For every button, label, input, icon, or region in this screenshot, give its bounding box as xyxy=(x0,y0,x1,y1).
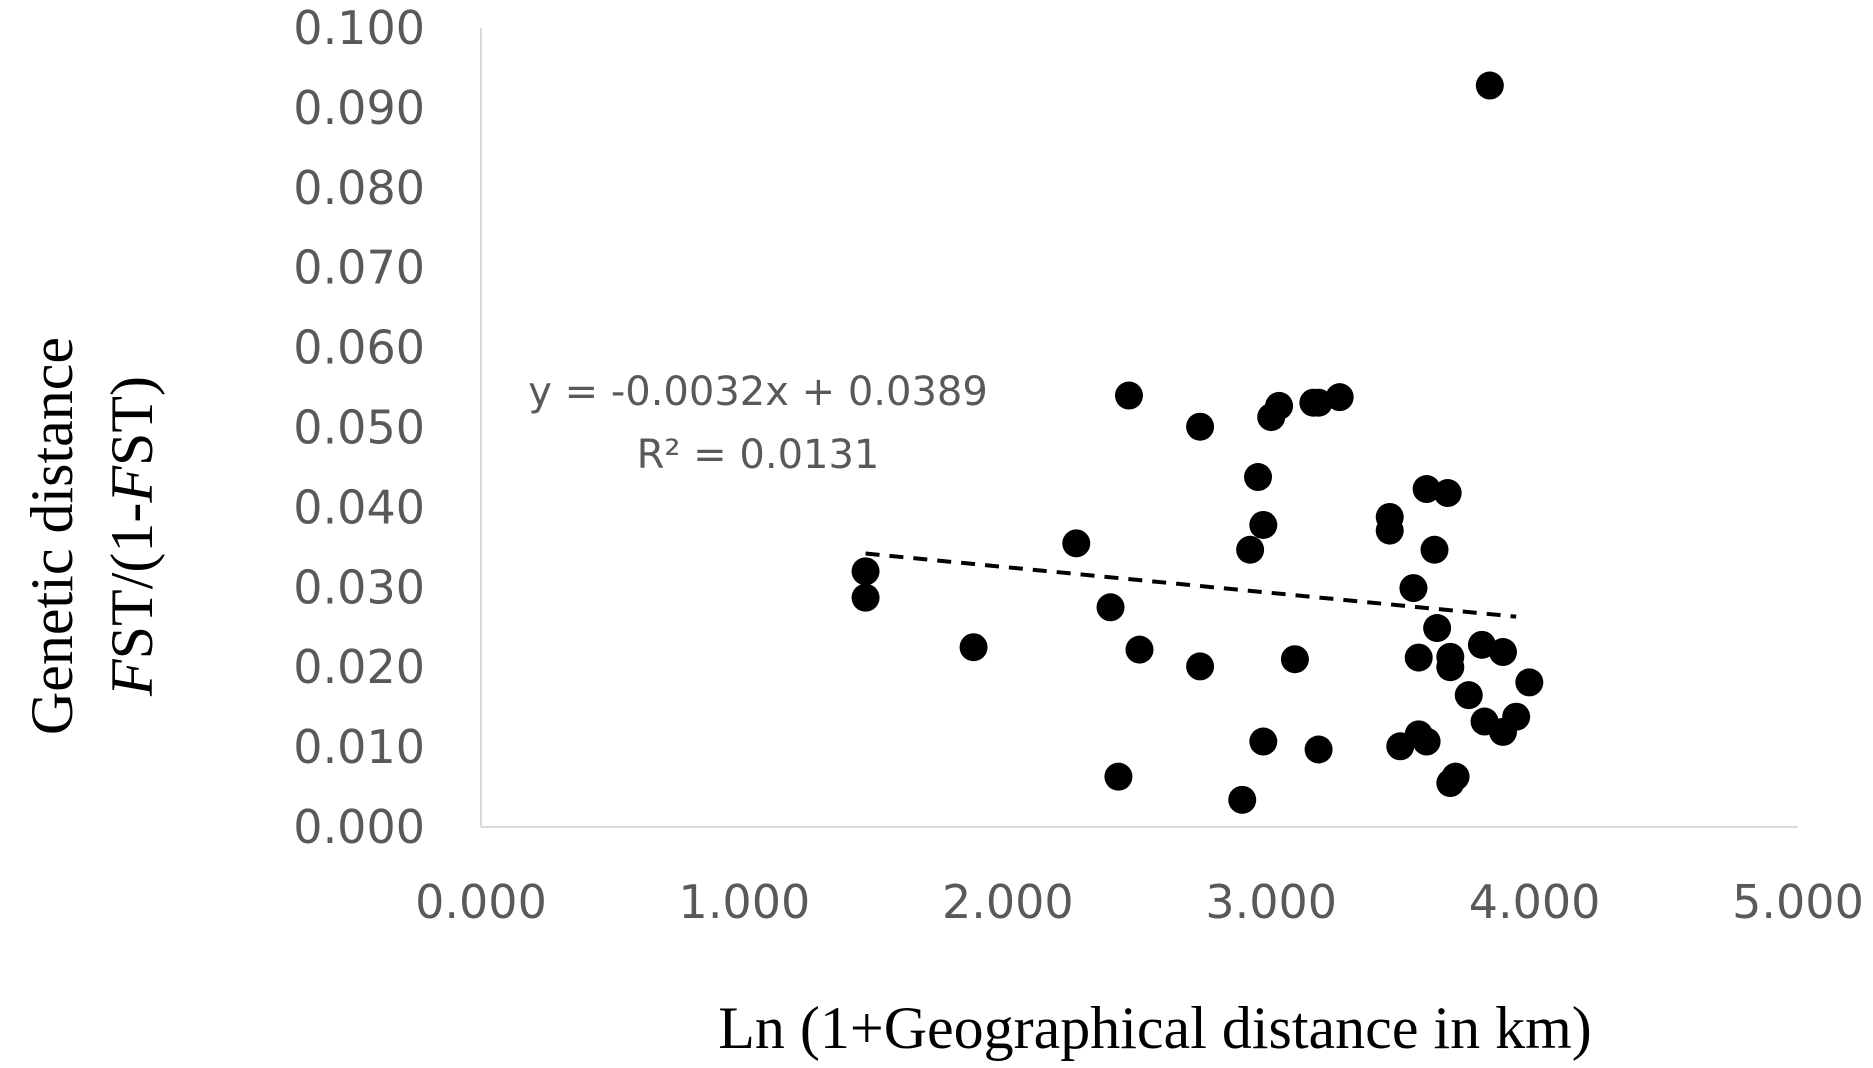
y-tick-label: 0.020 xyxy=(293,640,425,694)
data-point xyxy=(1125,635,1154,664)
x-tick-labels: 0.000 1.000 2.000 3.000 4.000 5.000 xyxy=(415,875,1864,929)
data-point xyxy=(1375,516,1404,545)
data-point xyxy=(1304,388,1333,417)
data-point xyxy=(1515,668,1544,697)
data-point xyxy=(1436,653,1465,682)
x-tick-label: 2.000 xyxy=(942,875,1074,929)
data-point xyxy=(1488,638,1517,667)
data-point xyxy=(1186,652,1215,681)
data-point xyxy=(1475,71,1504,100)
y-axis-title-line1: Genetic distance xyxy=(19,337,85,735)
y-tick-label: 0.060 xyxy=(293,321,425,375)
y-tick-label: 0.100 xyxy=(293,1,425,55)
y-axis-title: Genetic distance FST/(1-FST) xyxy=(19,337,165,735)
trendline-equation: y = -0.0032x + 0.0389 xyxy=(528,369,988,415)
data-point xyxy=(1467,630,1496,659)
data-point xyxy=(1325,383,1354,412)
data-point xyxy=(851,557,880,586)
data-point xyxy=(1228,785,1257,814)
data-point xyxy=(1265,391,1294,420)
y-tick-label: 0.090 xyxy=(293,81,425,135)
data-point xyxy=(1062,529,1091,558)
y-tick-label: 0.040 xyxy=(293,480,425,534)
y-tick-label: 0.010 xyxy=(293,720,425,774)
y-tick-label: 0.080 xyxy=(293,161,425,215)
data-point xyxy=(1441,762,1470,791)
data-point xyxy=(1236,535,1265,564)
data-point xyxy=(1096,593,1125,622)
data-point xyxy=(1502,702,1531,731)
x-tick-label: 0.000 xyxy=(415,875,547,929)
data-point xyxy=(1114,381,1143,410)
data-point xyxy=(1249,510,1278,539)
y-axis-title-line2: FST/(1-FST) xyxy=(99,376,165,697)
trendline xyxy=(865,551,1517,619)
data-point xyxy=(1244,463,1273,492)
data-point xyxy=(1404,643,1433,672)
y-tick-label: 0.000 xyxy=(293,800,425,854)
data-point xyxy=(1249,727,1278,756)
x-tick-label: 5.000 xyxy=(1732,875,1864,929)
data-point xyxy=(1412,727,1441,756)
data-point xyxy=(851,583,880,612)
data-point xyxy=(1399,574,1428,603)
data-point xyxy=(1186,412,1215,441)
y-tick-label: 0.070 xyxy=(293,241,425,295)
x-tick-label: 1.000 xyxy=(679,875,811,929)
x-axis-title: Ln (1+Geographical distance in km) xyxy=(718,995,1592,1061)
data-point xyxy=(1454,681,1483,710)
y-tick-label: 0.030 xyxy=(293,560,425,614)
data-point xyxy=(1280,645,1309,674)
data-point xyxy=(1304,735,1333,764)
y-tick-label: 0.050 xyxy=(293,401,425,455)
data-point xyxy=(1104,762,1133,791)
data-point xyxy=(1433,479,1462,508)
data-points xyxy=(851,71,1544,814)
data-point xyxy=(1412,475,1441,504)
data-point xyxy=(1420,535,1449,564)
x-tick-label: 3.000 xyxy=(1205,875,1337,929)
trendline-r-squared: R² = 0.0131 xyxy=(637,432,880,478)
y-tick-labels: 0.000 0.010 0.020 0.030 0.040 0.050 0.060 0.070… xyxy=(293,1,425,854)
data-point xyxy=(1423,614,1452,643)
x-tick-label: 4.000 xyxy=(1469,875,1601,929)
data-point xyxy=(959,633,988,662)
